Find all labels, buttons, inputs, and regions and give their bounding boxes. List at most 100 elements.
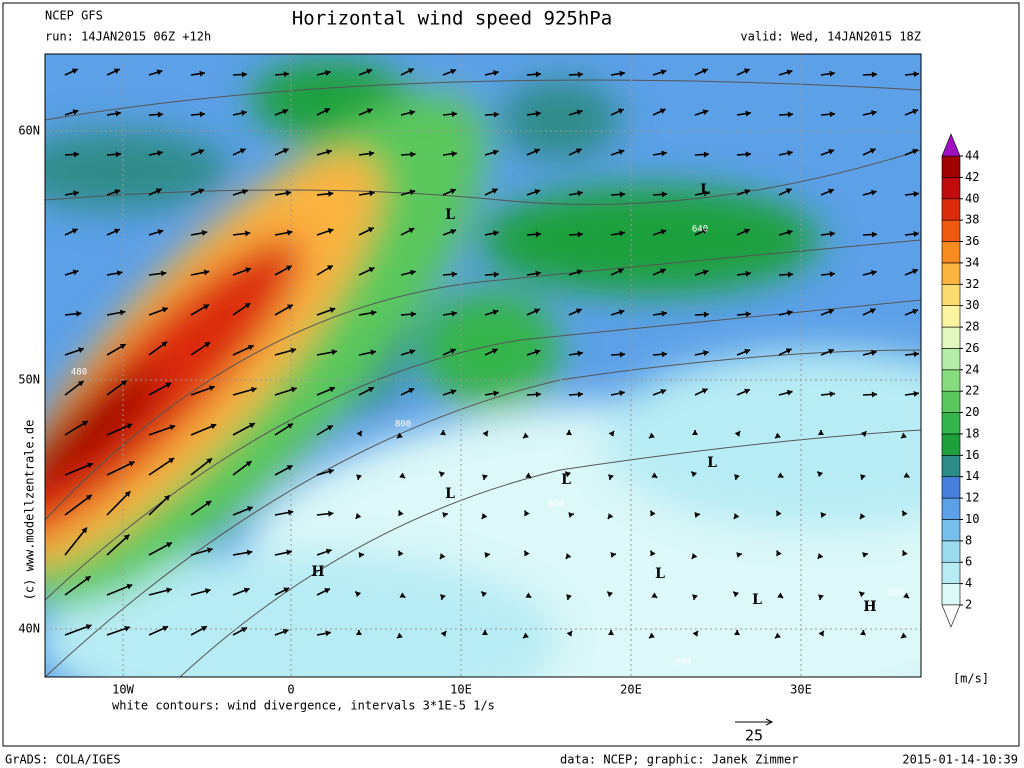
wind-arrow-head: [745, 270, 751, 277]
wind-arrow-head: [492, 149, 499, 156]
colorbar-segment: [941, 219, 961, 242]
wind-arrow-head: [328, 510, 334, 517]
wind-arrow-head: [72, 269, 79, 276]
pressure-center: L: [752, 592, 762, 608]
wind-arrow-head: [245, 461, 252, 467]
wind-arrow-head: [282, 148, 289, 154]
graticule: [45, 54, 921, 677]
wind-arrow-head: [912, 108, 919, 115]
wind-arrow-head: [368, 267, 375, 273]
lon-label: 10E: [450, 683, 472, 697]
wind-arrow-head: [787, 271, 793, 278]
wind-arrow-head: [329, 386, 335, 393]
pressure-center: L: [655, 566, 665, 582]
wind-arrow-head: [787, 310, 793, 316]
data-source: data: NCEP; graphic: Janek Zimmer: [560, 753, 798, 767]
wind-arrow-head: [692, 630, 698, 637]
wind-arrow-head: [871, 110, 877, 116]
wind-arrow-head: [745, 311, 751, 318]
wind-arrow-head: [787, 111, 793, 118]
wind-arrow-head: [481, 513, 488, 519]
colorbar-label: 2: [965, 598, 972, 612]
wind-arrow-head: [619, 191, 625, 198]
credit: (c) www.modellzentrale.de: [23, 420, 37, 601]
colorbar-label: 8: [965, 533, 972, 547]
frame: [2, 2, 1020, 747]
wind-arrow-head: [199, 111, 205, 118]
wind-arrow-head: [155, 188, 162, 194]
wind-arrow-head: [618, 309, 625, 316]
colorbar-under: [941, 604, 961, 628]
wind-arrow-head: [871, 231, 877, 238]
wind-arrow-head: [818, 630, 824, 637]
wind-arrow-head: [366, 68, 373, 75]
wind-arrow-head: [577, 350, 583, 357]
colorbar-label: 26: [965, 341, 979, 355]
colorbar-segment: [941, 198, 961, 221]
colorbar-label: 28: [965, 320, 979, 334]
colorbar-label: 22: [965, 384, 979, 398]
colorbar-segment: [941, 583, 961, 606]
wind-arrow-head: [661, 310, 667, 317]
wind-arrow-head: [525, 592, 532, 598]
pressure-center: L: [561, 472, 571, 488]
wind-arrow: [64, 527, 88, 556]
wind-arrow-head: [442, 512, 448, 518]
wind-arrow-head: [368, 386, 374, 393]
wind-arrow-head: [407, 68, 414, 74]
wind-arrow-head: [87, 462, 93, 469]
wind-arrow-head: [775, 432, 781, 439]
wind-arrow-head: [128, 461, 135, 467]
wind-arrow-head: [409, 189, 416, 196]
wind-arrow-head: [164, 495, 170, 501]
wind-arrow-head: [701, 228, 708, 234]
wind-arrow-head: [577, 391, 583, 398]
wind-arrow-head: [366, 108, 373, 114]
wind-arrow-head: [355, 513, 362, 519]
wind-arrow-head: [204, 342, 211, 348]
lat-label: 40N: [18, 622, 40, 636]
wind-arrow-head: [325, 70, 331, 76]
colorbar-segment: [941, 326, 961, 349]
wind-arrow-head: [818, 430, 824, 436]
wind-arrow-head: [439, 471, 446, 478]
wind-arrow-head: [481, 591, 488, 598]
wind-arrow-head: [786, 389, 793, 396]
wind-arrow-head: [576, 269, 583, 275]
wind-arrow-head: [450, 389, 457, 395]
wind-arrow-head: [701, 68, 708, 74]
wind-arrow-head: [398, 510, 404, 517]
wind-arrow-head: [565, 471, 572, 478]
wind-arrow-head: [703, 311, 709, 318]
wind-arrow-head: [161, 341, 168, 348]
wind-arrow-head: [440, 594, 446, 600]
colorbar-label: 10: [965, 512, 979, 526]
colorbar-segment: [941, 412, 961, 435]
colorbar-label: 12: [965, 491, 979, 505]
contour-label: 800: [888, 589, 904, 599]
colorbar-label: 24: [965, 362, 979, 376]
colorbar-segment: [941, 497, 961, 520]
wind-arrow-head: [162, 307, 168, 313]
wind-arrow-head: [901, 632, 907, 639]
wind-arrow-head: [575, 308, 582, 314]
wind-arrow-head: [84, 576, 91, 582]
wind-arrow-head: [828, 188, 834, 195]
wind-arrow-head: [776, 550, 782, 557]
wind-arrow-head: [913, 231, 919, 237]
wind-arrow-head: [116, 270, 123, 277]
wind-arrow-head: [408, 227, 415, 234]
wind-arrow-head: [576, 109, 583, 116]
wind-arrow-head: [283, 587, 290, 593]
wind-arrow-head: [694, 512, 700, 518]
colorbar-segment: [941, 348, 961, 371]
wind-arrow-head: [119, 344, 126, 350]
wind-arrow-head: [702, 269, 709, 276]
colorbar-segment: [941, 390, 961, 413]
wind-arrow-head: [450, 68, 457, 75]
wind-arrow-head: [913, 191, 919, 197]
wind-arrow-head: [787, 150, 793, 157]
wind-arrow: [148, 457, 175, 476]
wind-arrow-head: [203, 304, 209, 310]
pressure-center: L: [445, 207, 455, 223]
